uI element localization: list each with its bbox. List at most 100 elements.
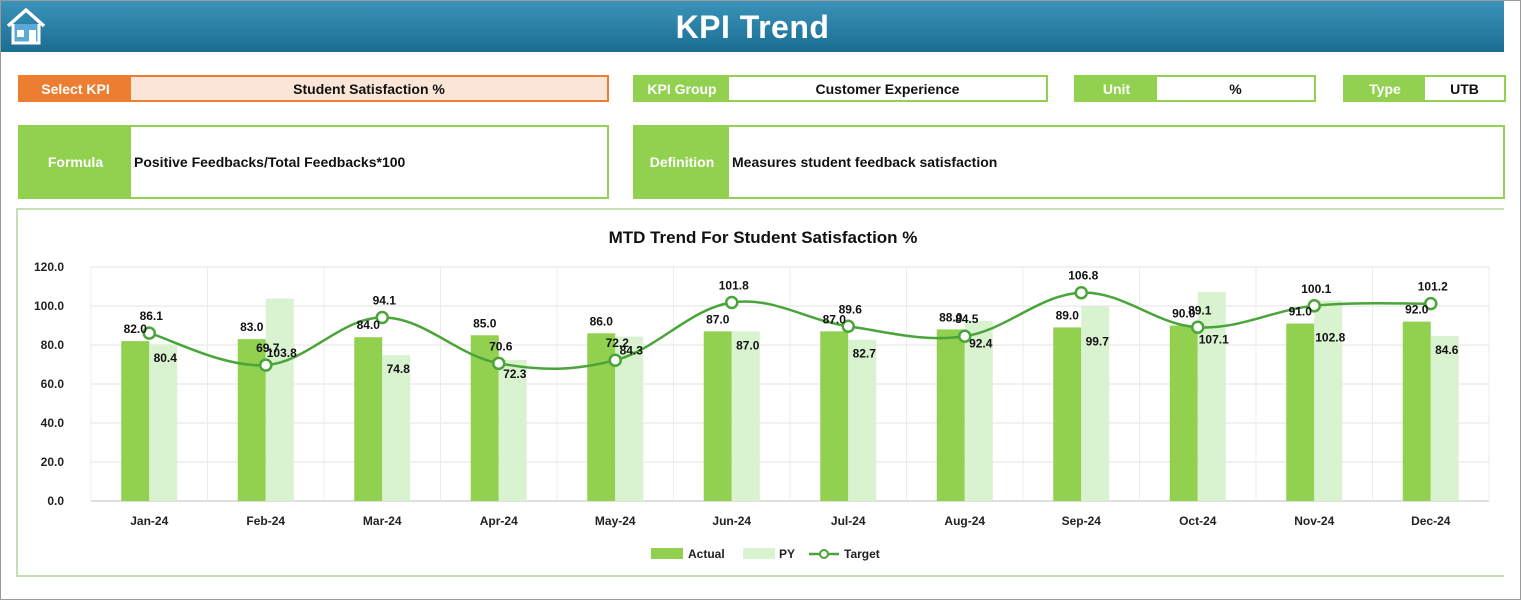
x-tick-label: Jun-24: [712, 514, 751, 528]
data-label-target: 94.1: [373, 294, 397, 308]
target-point: [1074, 285, 1088, 300]
target-line: [148, 291, 1431, 371]
kpi-group-label: KPI Group: [635, 77, 729, 100]
target-point: [608, 353, 622, 367]
target-point: [492, 356, 506, 371]
data-label-target: 72.2: [606, 336, 630, 350]
data-label-py: 80.4: [154, 351, 178, 365]
definition-label: Definition: [635, 127, 729, 197]
definition-field: Definition Measures student feedback sat…: [633, 125, 1505, 199]
unit-value: %: [1157, 77, 1314, 100]
bar-actual: [820, 331, 849, 501]
bar-py: [498, 360, 527, 501]
type-value: UTB: [1425, 77, 1504, 100]
kpi-group-field: KPI Group Customer Experience: [633, 75, 1048, 102]
data-label-actual: 86.0: [590, 314, 614, 328]
data-label-py: 74.8: [387, 362, 411, 376]
bar-py: [1081, 306, 1110, 501]
definition-value: Measures student feedback satisfaction: [729, 127, 1503, 197]
data-label-py: 102.8: [1315, 331, 1345, 345]
chart-area: 0.0 20.0 40.0 60.0 80.0 100.0 120.0 82.0 80.4 83…: [16, 208, 1504, 577]
data-label-actual: 87.0: [823, 312, 847, 326]
kpi-group-value: Customer Experience: [729, 77, 1046, 100]
x-tick-label: May-24: [595, 514, 636, 528]
select-kpi-label: Select KPI: [20, 77, 131, 100]
x-tick-label: Sep-24: [1062, 514, 1102, 528]
data-label-py: 99.7: [1086, 334, 1110, 348]
y-tick-label: 60.0: [41, 377, 65, 391]
formula-value: Positive Feedbacks/Total Feedbacks*100: [131, 127, 607, 197]
data-label-actual: 90.0: [1172, 307, 1196, 321]
bar-actual: [121, 341, 150, 501]
data-label-actual: 89.0: [1056, 308, 1080, 322]
data-label-target: 106.8: [1068, 269, 1098, 283]
data-label-py: 84.3: [620, 344, 644, 358]
target-point: [1424, 296, 1438, 311]
data-label-py: 107.1: [1199, 333, 1229, 347]
x-tick-label: Jan-24: [130, 514, 168, 528]
data-label-target: 100.1: [1301, 282, 1331, 296]
page-title: KPI Trend: [675, 9, 830, 45]
y-tick-label: 20.0: [41, 455, 65, 469]
target-point: [1307, 299, 1321, 313]
target-point: [841, 319, 855, 334]
legend-swatch-actual: [651, 548, 683, 559]
data-label-actual: 91.0: [1289, 305, 1313, 319]
data-label-target: 89.1: [1188, 303, 1212, 317]
data-label-target: 69.7: [256, 341, 280, 355]
data-label-target: 86.1: [140, 309, 164, 323]
bar-py: [731, 331, 760, 501]
x-tick-label: Aug-24: [944, 514, 985, 528]
data-label-actual: 88.0: [939, 310, 963, 324]
bar-actual: [1286, 323, 1315, 501]
bar-py: [1430, 336, 1459, 501]
x-tick-label: Apr-24: [480, 514, 518, 528]
type-field: Type UTB: [1343, 75, 1506, 102]
legend-marker-target: [819, 549, 829, 559]
bar-py: [149, 344, 178, 501]
home-icon[interactable]: [5, 6, 47, 46]
y-tick-label: 120.0: [34, 260, 64, 274]
data-label-py: 82.7: [853, 347, 877, 361]
data-label-actual: 83.0: [240, 320, 264, 334]
bar-actual: [354, 337, 383, 501]
data-label-actual: 85.0: [473, 316, 497, 330]
y-tick-label: 100.0: [34, 299, 64, 313]
data-label-target: 84.5: [955, 312, 979, 326]
x-tick-label: Jul-24: [831, 514, 866, 528]
target-point: [958, 329, 972, 343]
legend-label-target: Target: [844, 547, 880, 561]
data-label-target: 101.8: [719, 278, 749, 292]
bar-actual: [1402, 321, 1431, 501]
bar-py: [1314, 300, 1343, 501]
target-point: [142, 326, 156, 340]
bar-actual: [1169, 325, 1198, 501]
bar-actual: [936, 329, 965, 501]
type-label: Type: [1345, 77, 1425, 100]
data-label-target: 70.6: [489, 339, 513, 353]
data-label-py: 84.6: [1435, 343, 1459, 357]
y-tick-label: 40.0: [41, 416, 65, 430]
data-label-actual: 92.0: [1405, 303, 1429, 317]
select-kpi-dropdown[interactable]: Student Satisfaction %: [131, 77, 607, 100]
bar-py: [265, 298, 294, 501]
data-label-py: 103.8: [267, 346, 297, 360]
legend-label-actual: Actual: [688, 547, 725, 561]
bar-actual: [1053, 327, 1082, 501]
data-label-target: 101.2: [1418, 280, 1448, 294]
data-label-actual: 84.0: [357, 318, 381, 332]
formula-field: Formula Positive Feedbacks/Total Feedbac…: [18, 125, 609, 199]
data-label-actual: 87.0: [706, 312, 730, 326]
target-point: [1191, 320, 1205, 335]
y-tick-label: 80.0: [41, 338, 65, 352]
select-kpi-field: Select KPI Student Satisfaction %: [18, 75, 609, 102]
target-point: [259, 358, 273, 372]
formula-label: Formula: [20, 127, 131, 197]
trend-chart: 0.0 20.0 40.0 60.0 80.0 100.0 120.0 82.0 80.4 83…: [34, 228, 1490, 561]
target-point: [725, 295, 739, 310]
x-tick-label: Mar-24: [363, 514, 402, 528]
target-point: [375, 310, 389, 325]
header-banner: KPI Trend: [1, 1, 1504, 52]
legend-label-py: PY: [779, 547, 795, 561]
data-label-actual: 82.0: [124, 322, 148, 336]
